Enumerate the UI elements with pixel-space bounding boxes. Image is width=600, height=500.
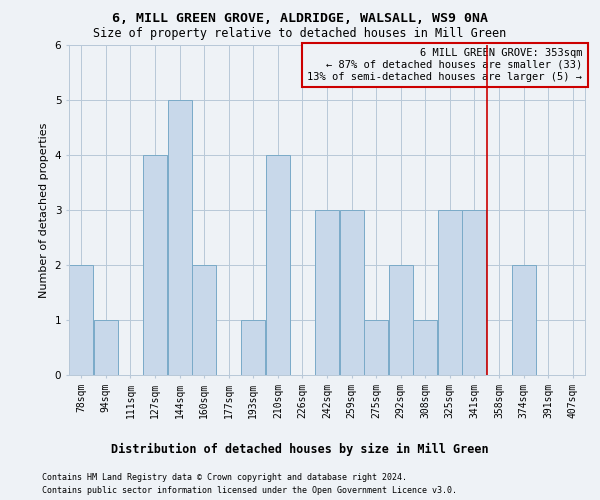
Text: 6, MILL GREEN GROVE, ALDRIDGE, WALSALL, WS9 0NA: 6, MILL GREEN GROVE, ALDRIDGE, WALSALL, … <box>112 12 488 26</box>
Bar <box>69 265 94 375</box>
Bar <box>94 320 118 375</box>
Bar <box>364 320 388 375</box>
Bar <box>512 265 536 375</box>
Bar <box>241 320 265 375</box>
Bar <box>413 320 437 375</box>
Y-axis label: Number of detached properties: Number of detached properties <box>39 122 49 298</box>
Bar <box>438 210 462 375</box>
Bar <box>389 265 413 375</box>
Bar <box>340 210 364 375</box>
Text: 6 MILL GREEN GROVE: 353sqm
← 87% of detached houses are smaller (33)
13% of semi: 6 MILL GREEN GROVE: 353sqm ← 87% of deta… <box>307 48 583 82</box>
Text: Contains public sector information licensed under the Open Government Licence v3: Contains public sector information licen… <box>42 486 457 495</box>
Bar <box>463 210 487 375</box>
Bar <box>266 155 290 375</box>
Bar <box>167 100 191 375</box>
Text: Contains HM Land Registry data © Crown copyright and database right 2024.: Contains HM Land Registry data © Crown c… <box>42 472 407 482</box>
Text: Distribution of detached houses by size in Mill Green: Distribution of detached houses by size … <box>111 442 489 456</box>
Text: Size of property relative to detached houses in Mill Green: Size of property relative to detached ho… <box>94 28 506 40</box>
Bar <box>315 210 339 375</box>
Bar <box>143 155 167 375</box>
Bar <box>192 265 216 375</box>
